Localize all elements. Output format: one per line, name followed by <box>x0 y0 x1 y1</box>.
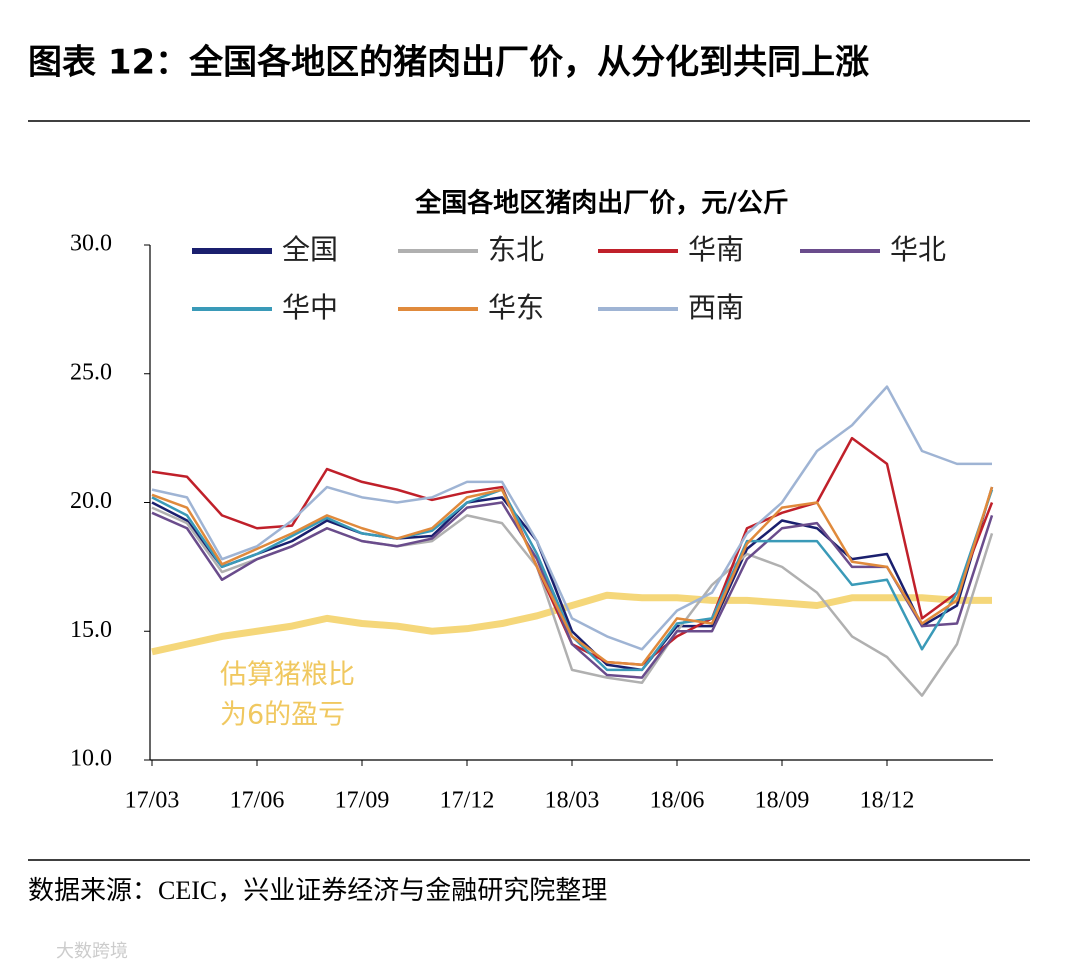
x-tick-label: 17/09 <box>335 788 390 814</box>
chart-title: 全国各地区猪肉出厂价，元/公斤 <box>414 188 789 219</box>
legend-label: 东北 <box>488 233 544 266</box>
x-tick-label: 18/03 <box>545 788 600 814</box>
annotation: 为6的盈亏 <box>220 700 345 731</box>
y-tick-label: 25.0 <box>70 359 112 385</box>
annotation: 估算猪粮比 <box>220 660 355 691</box>
legend-label: 华南 <box>688 233 744 266</box>
legend-label: 华北 <box>890 233 946 266</box>
series-line <box>151 486 994 672</box>
x-tick-label: 18/06 <box>650 788 705 814</box>
series-line <box>151 501 994 679</box>
breakeven-line <box>151 591 992 656</box>
page-title: 图表 12：全国各地区的猪肉出厂价，从分化到共同上涨 <box>28 43 869 83</box>
x-tick-label: 18/12 <box>860 788 915 814</box>
series-line <box>151 385 992 651</box>
y-tick-label: 10.0 <box>70 746 112 772</box>
legend-label: 华东 <box>488 291 544 324</box>
y-tick-label: 20.0 <box>70 488 112 514</box>
source: 数据来源：CEIC，兴业证券经济与金融研究院整理 <box>28 876 607 905</box>
legend-label: 西南 <box>688 291 744 324</box>
legend-label: 华中 <box>282 291 338 324</box>
watermark: 大数跨境 <box>56 941 128 962</box>
y-tick-label: 15.0 <box>70 617 112 643</box>
x-tick-label: 18/09 <box>755 788 810 814</box>
legend-label: 全国 <box>282 233 338 266</box>
x-tick-label: 17/12 <box>440 788 495 814</box>
x-tick-label: 17/06 <box>230 788 285 814</box>
y-tick-label: 30.0 <box>70 231 112 257</box>
series-line <box>151 486 994 666</box>
x-tick-label: 17/03 <box>125 788 180 814</box>
